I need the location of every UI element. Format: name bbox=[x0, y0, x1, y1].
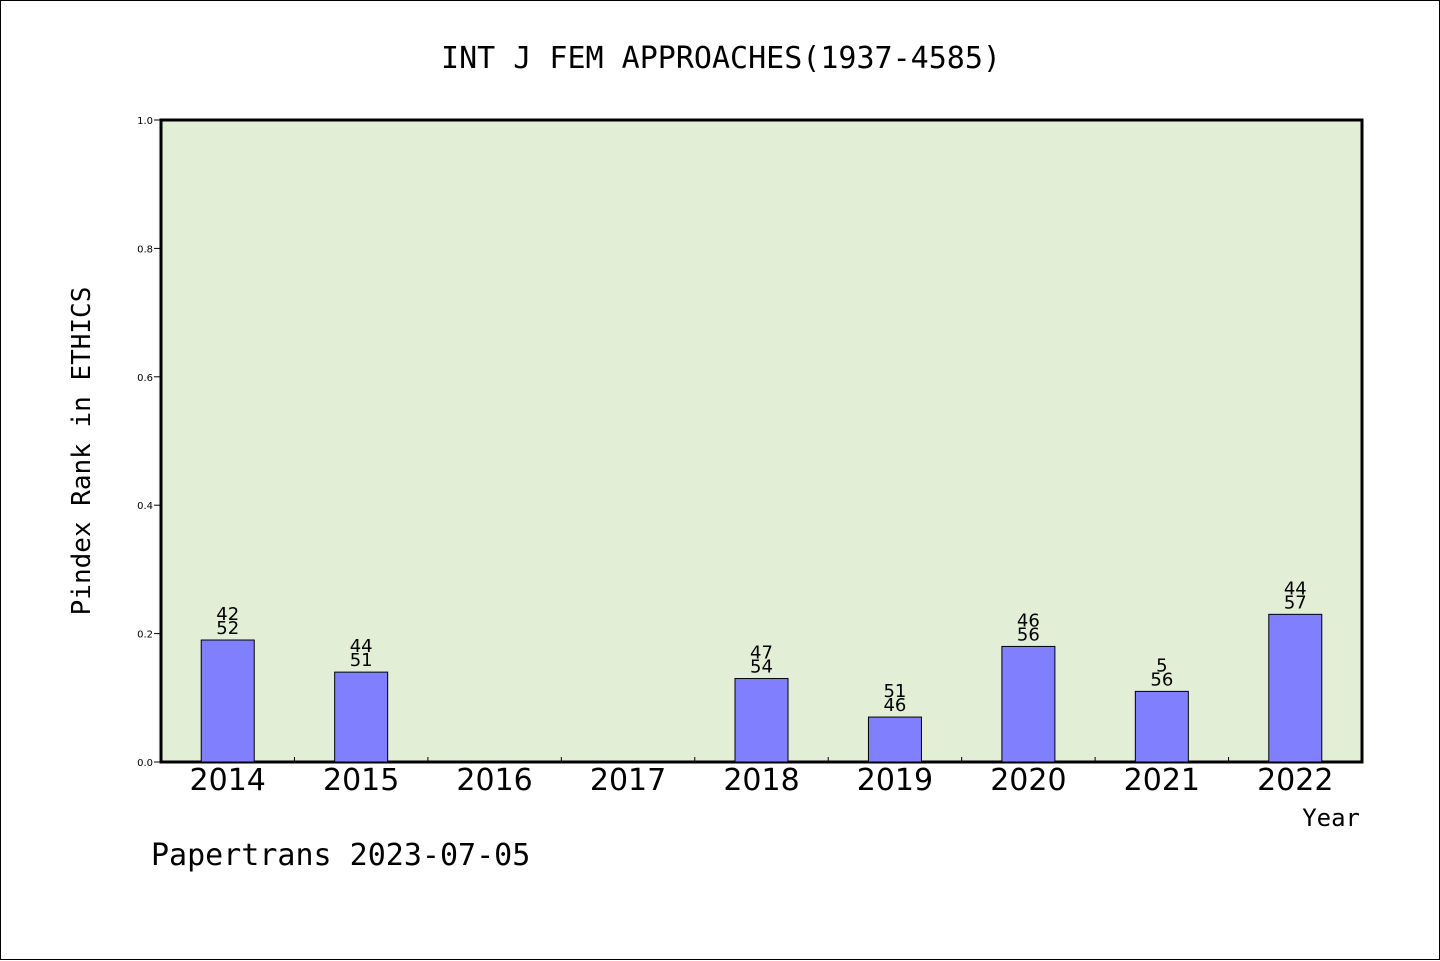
y-tick-label: 0.6 bbox=[137, 373, 153, 384]
bar-label-bottom: 46 bbox=[883, 695, 906, 716]
bar-2014 bbox=[200, 639, 255, 763]
bar-label-top: 47 bbox=[750, 643, 773, 664]
footer-credit: Papertrans 2023-07-05 bbox=[151, 838, 530, 873]
x-axis-ticks: 2014 2015 2016 2017 2018 2019 2020 2021 2022 bbox=[190, 757, 1333, 798]
bar-2022 bbox=[1268, 613, 1323, 763]
bar-2019 bbox=[867, 716, 922, 763]
x-tick-label: 2017 bbox=[590, 763, 666, 798]
bar-2015 bbox=[334, 671, 389, 763]
y-tick-label: 0.0 bbox=[137, 758, 153, 769]
bars bbox=[200, 613, 1323, 763]
y-axis-label: Pindex Rank in ETHICS bbox=[67, 287, 97, 616]
bar-label-top: 42 bbox=[216, 604, 239, 625]
x-tick-label: 2016 bbox=[456, 763, 532, 798]
bar-2020 bbox=[1001, 645, 1056, 763]
x-axis-label: Year bbox=[1302, 804, 1360, 832]
bar-label-bottom: 52 bbox=[216, 618, 239, 639]
x-tick-label: 2022 bbox=[1257, 763, 1333, 798]
y-tick-label: 0.2 bbox=[137, 630, 153, 641]
x-tick-label: 2021 bbox=[1124, 763, 1200, 798]
x-tick-label: 2018 bbox=[723, 763, 799, 798]
x-tick-label: 2020 bbox=[990, 763, 1066, 798]
bar-label-bottom: 57 bbox=[1284, 592, 1307, 613]
y-tick-label: 0.4 bbox=[137, 501, 153, 512]
bar-2018 bbox=[734, 678, 789, 763]
plot-area bbox=[159, 118, 1364, 764]
bar-label-top: 51 bbox=[883, 681, 906, 702]
bar-2021 bbox=[1134, 690, 1189, 763]
bar-label-bottom: 51 bbox=[350, 650, 373, 671]
bar-label-bottom: 56 bbox=[1150, 669, 1173, 690]
chart-title: INT J FEM APPROACHES(1937-4585) bbox=[441, 41, 1001, 76]
bar-label-top: 44 bbox=[350, 636, 373, 657]
bar-label-bottom: 56 bbox=[1017, 624, 1040, 645]
x-tick-label: 2015 bbox=[323, 763, 399, 798]
bar-label-bottom: 54 bbox=[750, 657, 773, 678]
bar-label-top: 44 bbox=[1284, 578, 1307, 599]
x-tick-label: 2019 bbox=[857, 763, 933, 798]
bar-label-top: 5 bbox=[1156, 655, 1167, 676]
y-tick-label: 1.0 bbox=[137, 116, 153, 127]
bar-label-top: 46 bbox=[1017, 610, 1040, 631]
y-axis-ticks: 0.0 0.2 0.4 0.6 0.8 1.0 bbox=[137, 116, 161, 769]
x-tick-label: 2014 bbox=[190, 763, 266, 798]
y-tick-label: 0.8 bbox=[137, 244, 153, 255]
